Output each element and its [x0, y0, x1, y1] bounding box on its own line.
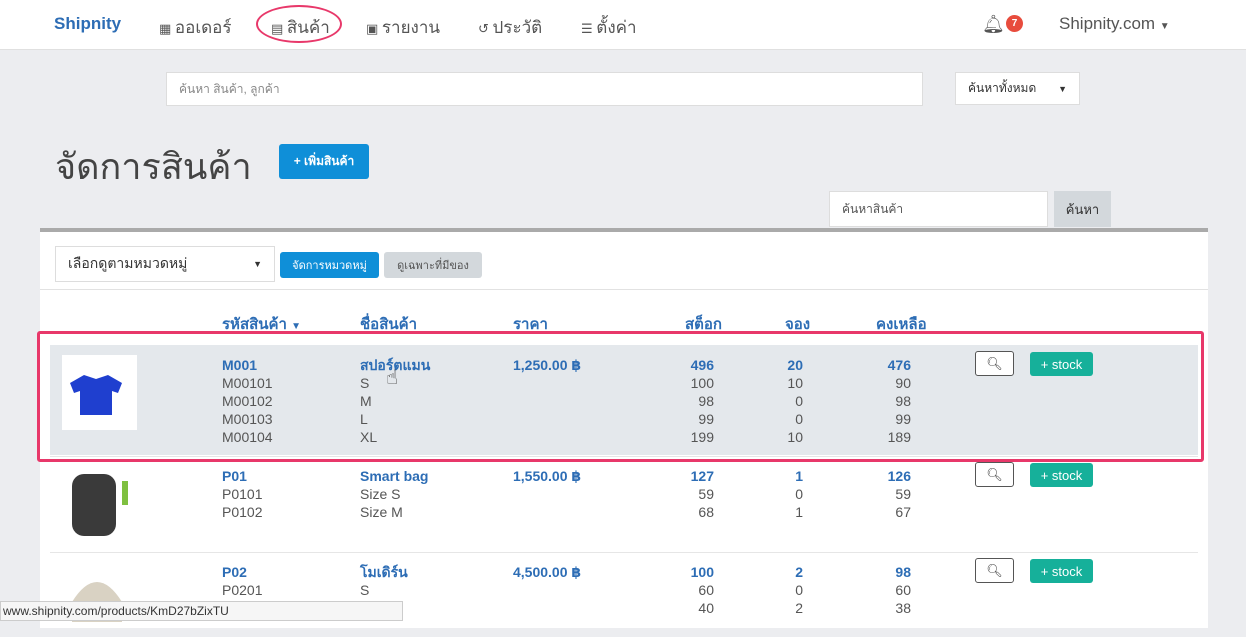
bell-icon[interactable]: 🔔︎	[982, 14, 1005, 34]
product-row[interactable]	[50, 456, 1198, 552]
header-reserved: จอง	[785, 316, 811, 333]
search-icon: 🔍︎	[986, 355, 1003, 371]
stock-values: 100 60 40	[690, 564, 714, 616]
in-stock-only-button[interactable]: ดูเฉพาะที่มีของ	[384, 252, 482, 278]
nav-settings[interactable]: ☰ ตั้งค่า	[581, 18, 637, 37]
global-search-input[interactable]: ค้นหา สินค้า, ลูกค้า	[166, 72, 923, 106]
highlight-circle	[256, 5, 342, 43]
remaining-values: 476 90 98 99 189	[887, 357, 911, 445]
nav-reports[interactable]: ▣ รายงาน	[366, 18, 441, 37]
product-codes: P01 P0101 P0102	[222, 468, 263, 520]
header-remaining: คงเหลือ	[876, 316, 927, 333]
highlight-box	[37, 331, 1204, 462]
stock-values: 127 59 68	[690, 468, 714, 520]
status-bar: www.shipnity.com/products/KmD27bZixTU	[0, 601, 403, 621]
nav-orders[interactable]: ▦ ออเดอร์	[159, 18, 232, 37]
header-code[interactable]: รหัสสินค้า ▼	[222, 316, 302, 333]
header-name: ชื่อสินค้า	[360, 316, 418, 333]
product-thumbnail[interactable]	[62, 466, 137, 541]
history-icon: ↺	[478, 21, 493, 36]
product-thumbnail[interactable]	[62, 355, 137, 430]
add-stock-button[interactable]: + stock	[1030, 352, 1093, 376]
add-stock-button[interactable]: + stock	[1030, 463, 1093, 487]
product-thumbnail[interactable]	[62, 562, 137, 637]
remaining-values: 98 60 38	[895, 564, 911, 616]
add-stock-button[interactable]: + stock	[1030, 559, 1093, 583]
category-select[interactable]: เลือกดูตามหมวดหมู่ ▼	[55, 246, 275, 282]
view-product-button[interactable]: 🔍︎	[975, 558, 1014, 583]
divider	[40, 289, 1208, 290]
view-product-button[interactable]: 🔍︎	[975, 351, 1014, 376]
notification-badge: 7	[1006, 15, 1023, 32]
view-product-button[interactable]: 🔍︎	[975, 462, 1014, 487]
header-price: ราคา	[513, 316, 548, 333]
product-price: 1,550.00 ฿	[513, 468, 582, 484]
nav-history[interactable]: ↺ ประวัติ	[478, 18, 543, 37]
product-search-button[interactable]: ค้นหา	[1054, 191, 1111, 227]
product-price: 1,250.00 ฿	[513, 357, 582, 373]
search-scope-select[interactable]: ค้นหาทั้งหมด ▼	[955, 72, 1080, 105]
search-icon: 🔍︎	[986, 562, 1003, 578]
pointer-cursor-icon: ☝	[386, 367, 399, 389]
product-price: 4,500.00 ฿	[513, 564, 582, 580]
product-codes: M001 M00101 M00102 M00103 M00104	[222, 357, 273, 445]
store-icon: ▦	[159, 21, 175, 36]
product-names: Smart bag Size S Size M	[360, 468, 429, 520]
navbar: Shipnity ▦ ออเดอร์ ▤ สินค้า ▣ รายงาน ↺ ป…	[0, 0, 1246, 50]
remaining-values: 126 59 67	[887, 468, 911, 520]
caret-down-icon: ▼	[1058, 83, 1067, 94]
header-stock: สต็อก	[685, 316, 722, 333]
search-icon: 🔍︎	[986, 466, 1003, 482]
report-icon: ▣	[366, 21, 382, 36]
product-search-input[interactable]: ค้นหาสินค้า	[829, 191, 1048, 227]
product-names: สปอร์ตแมน S M L XL	[360, 357, 431, 445]
brand-logo[interactable]: Shipnity	[54, 14, 122, 33]
reserved-values: 20 10 0 0 10	[787, 357, 803, 445]
manage-categories-button[interactable]: จัดการหมวดหมู่	[280, 252, 379, 278]
caret-down-icon: ▼	[253, 259, 262, 269]
stock-values: 496 100 98 99 199	[690, 357, 714, 445]
product-row[interactable]	[50, 552, 1198, 632]
add-product-button[interactable]: + เพิ่มสินค้า	[279, 144, 369, 179]
account-menu[interactable]: Shipnity.com ▼	[1059, 14, 1170, 33]
sort-down-icon: ▼	[291, 321, 302, 332]
caret-down-icon: ▼	[1159, 21, 1170, 32]
settings-icon: ☰	[581, 21, 597, 36]
page-title: จัดการสินค้า	[55, 146, 252, 187]
